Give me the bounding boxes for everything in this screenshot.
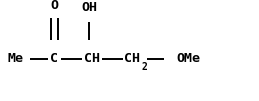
Text: C: C	[51, 52, 58, 65]
Text: OMe: OMe	[176, 52, 200, 65]
Text: O: O	[51, 0, 58, 12]
Text: OH: OH	[81, 1, 97, 14]
Text: 2: 2	[142, 62, 147, 72]
Text: CH: CH	[124, 52, 140, 65]
Text: CH: CH	[84, 52, 100, 65]
Text: Me: Me	[8, 52, 24, 65]
